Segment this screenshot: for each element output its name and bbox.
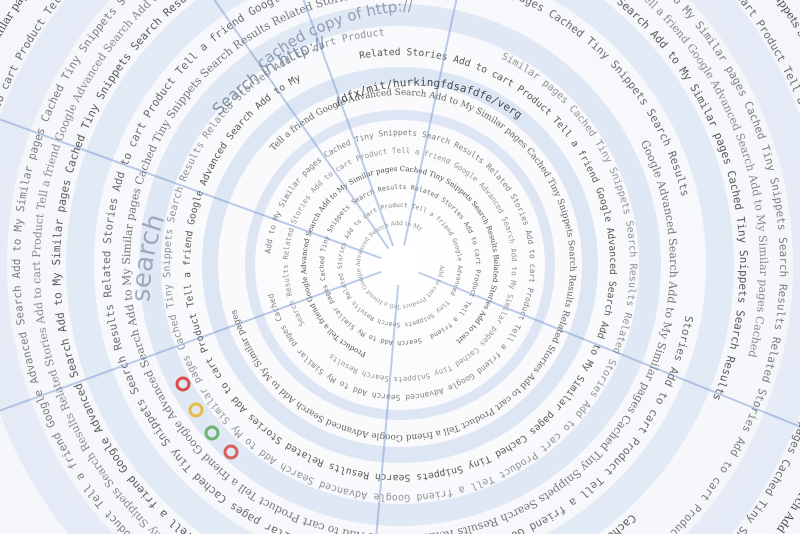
swirl-ring bbox=[202, 67, 598, 463]
swirl-spoke bbox=[375, 274, 401, 534]
swirl-ring bbox=[66, 0, 734, 534]
swirl-spoke bbox=[408, 267, 800, 428]
swirl-spoke bbox=[0, 267, 391, 412]
swirl-spoke bbox=[213, 0, 396, 258]
swirl-spoke bbox=[401, 0, 458, 256]
swirl-center bbox=[380, 245, 420, 285]
swirl-ring bbox=[245, 110, 555, 420]
swirl-spoke bbox=[302, 0, 398, 256]
swirl-spoke bbox=[0, 118, 391, 263]
google-logo-fragment bbox=[175, 376, 239, 460]
swirl-ring bbox=[139, 4, 661, 526]
